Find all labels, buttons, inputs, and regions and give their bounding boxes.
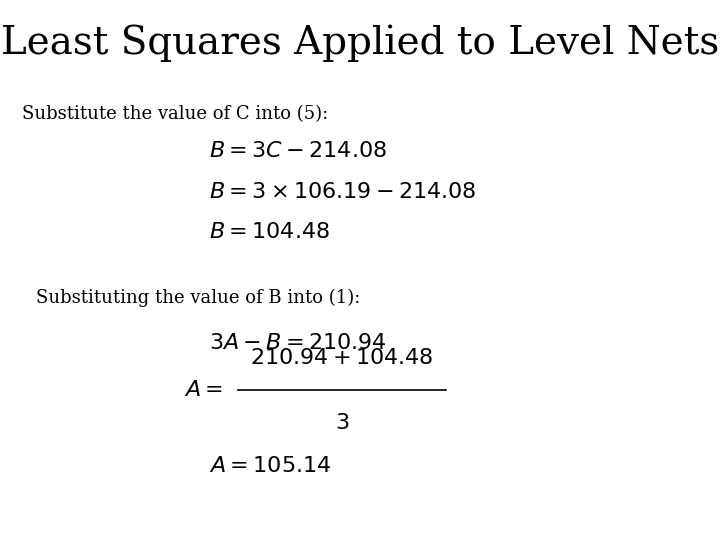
Text: $3A - B = 210.94$: $3A - B = 210.94$ — [209, 332, 387, 354]
Text: $A = 105.14$: $A = 105.14$ — [209, 455, 331, 477]
Text: $B = 104.48$: $B = 104.48$ — [209, 221, 330, 244]
Text: Least Squares Applied to Level Nets: Least Squares Applied to Level Nets — [1, 24, 719, 62]
Text: Substituting the value of B into (1):: Substituting the value of B into (1): — [36, 289, 361, 307]
Text: $210.94 + 104.48$: $210.94 + 104.48$ — [251, 347, 433, 369]
Text: $B = 3C - 214.08$: $B = 3C - 214.08$ — [209, 140, 387, 163]
Text: $B = 3 \times 106.19 - 214.08$: $B = 3 \times 106.19 - 214.08$ — [209, 181, 477, 203]
Text: $3$: $3$ — [335, 412, 349, 434]
Text: $A =$: $A =$ — [184, 379, 222, 401]
Text: Substitute the value of C into (5):: Substitute the value of C into (5): — [22, 105, 328, 123]
